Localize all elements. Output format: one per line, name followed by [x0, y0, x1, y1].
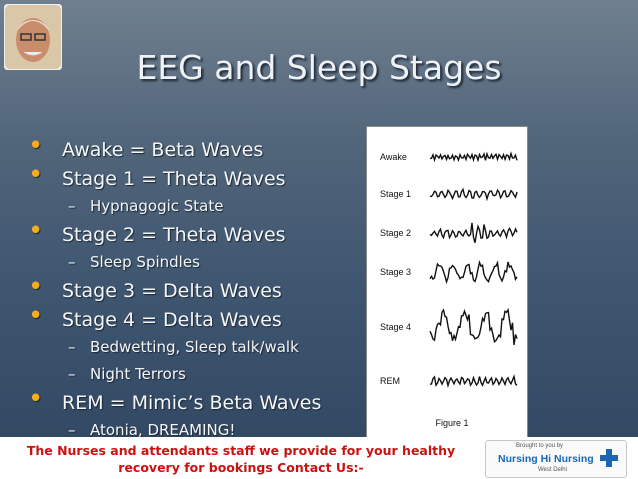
eeg-label: REM	[380, 376, 400, 386]
bullet-item: – Hypnagogic State	[68, 197, 223, 215]
bullet-list: • Awake = Beta Waves • Stage 1 = Theta Wave…	[28, 131, 322, 437]
logo: Brought to you by Nursing Hi Nursing Wes…	[485, 440, 627, 478]
bullet-item: • REM = Mimic’s Beta Waves	[28, 384, 322, 414]
bullet-text: Stage 1 = Theta Waves	[62, 168, 286, 190]
eeg-trace	[429, 222, 518, 243]
bullet-text: Bedwetting, Sleep talk/walk	[90, 338, 299, 356]
bullet-text: Awake = Beta Waves	[62, 139, 264, 161]
eeg-trace	[429, 374, 518, 389]
bullet-dash: –	[68, 365, 76, 383]
bullet-text: Night Terrors	[90, 365, 186, 383]
footer-line: The Nurses and attendants staff we provi…	[26, 443, 456, 458]
eeg-trace	[429, 260, 518, 285]
slide-title: EEG and Sleep Stages	[136, 48, 502, 87]
bullet-text: Atonia, DREAMING!	[90, 421, 236, 437]
bullet-item: – Sleep Spindles	[68, 253, 200, 271]
logo-icon	[600, 449, 618, 467]
bullet-dash: –	[68, 253, 76, 271]
footer-line: recovery for bookings Contact Us:-	[118, 460, 364, 475]
bullet-item: – Atonia, DREAMING!	[68, 421, 235, 437]
logo-name: Nursing Hi Nursing	[498, 453, 594, 465]
bullet-item: • Stage 4 = Delta Waves	[28, 301, 282, 331]
eeg-label: Stage 3	[380, 267, 411, 277]
bullet-item: • Stage 1 = Theta Waves	[28, 160, 286, 190]
bullet-item: • Stage 2 = Theta Waves	[28, 216, 286, 246]
bullet-dash: –	[68, 338, 76, 356]
bullet-item: • Awake = Beta Waves	[28, 131, 264, 161]
bullet-dash: –	[68, 421, 76, 437]
footer: The Nurses and attendants staff we provi…	[0, 437, 638, 479]
bullet-dash: –	[68, 197, 76, 215]
bullet-dot: •	[28, 216, 44, 246]
bullet-dot: •	[28, 384, 44, 414]
eeg-trace	[429, 151, 518, 163]
bullet-text: Stage 3 = Delta Waves	[62, 280, 282, 302]
bullet-text: Stage 4 = Delta Waves	[62, 309, 282, 331]
eeg-label: Stage 1	[380, 189, 411, 199]
bullet-text: Sleep Spindles	[90, 253, 200, 271]
bullet-dot: •	[28, 131, 44, 161]
footer-text: The Nurses and attendants staff we provi…	[0, 442, 482, 476]
logo-place: West Delhi	[538, 467, 567, 473]
bullet-text: Stage 2 = Theta Waves	[62, 224, 286, 246]
eeg-figure: Figure 1 Awake Stage 1 Stage 2 Stage 3 Stage…	[366, 126, 528, 447]
bullet-item: – Bedwetting, Sleep talk/walk	[68, 338, 299, 356]
bullet-item: • Stage 3 = Delta Waves	[28, 272, 282, 302]
logo-tagline: Brought to you by	[516, 443, 564, 449]
eeg-trace	[429, 187, 518, 202]
figure-caption: Figure 1	[435, 418, 468, 428]
bullet-text: Hypnagogic State	[90, 197, 224, 215]
bullet-text: REM = Mimic’s Beta Waves	[62, 392, 322, 414]
eeg-trace	[429, 307, 518, 346]
presenter-photo	[4, 4, 62, 70]
bullet-item: – Night Terrors	[68, 365, 186, 383]
bullet-dot: •	[28, 272, 44, 302]
bullet-dot: •	[28, 160, 44, 190]
eeg-label: Stage 2	[380, 228, 411, 238]
eeg-label: Awake	[380, 152, 407, 162]
eeg-label: Stage 4	[380, 322, 411, 332]
bullet-dot: •	[28, 301, 44, 331]
